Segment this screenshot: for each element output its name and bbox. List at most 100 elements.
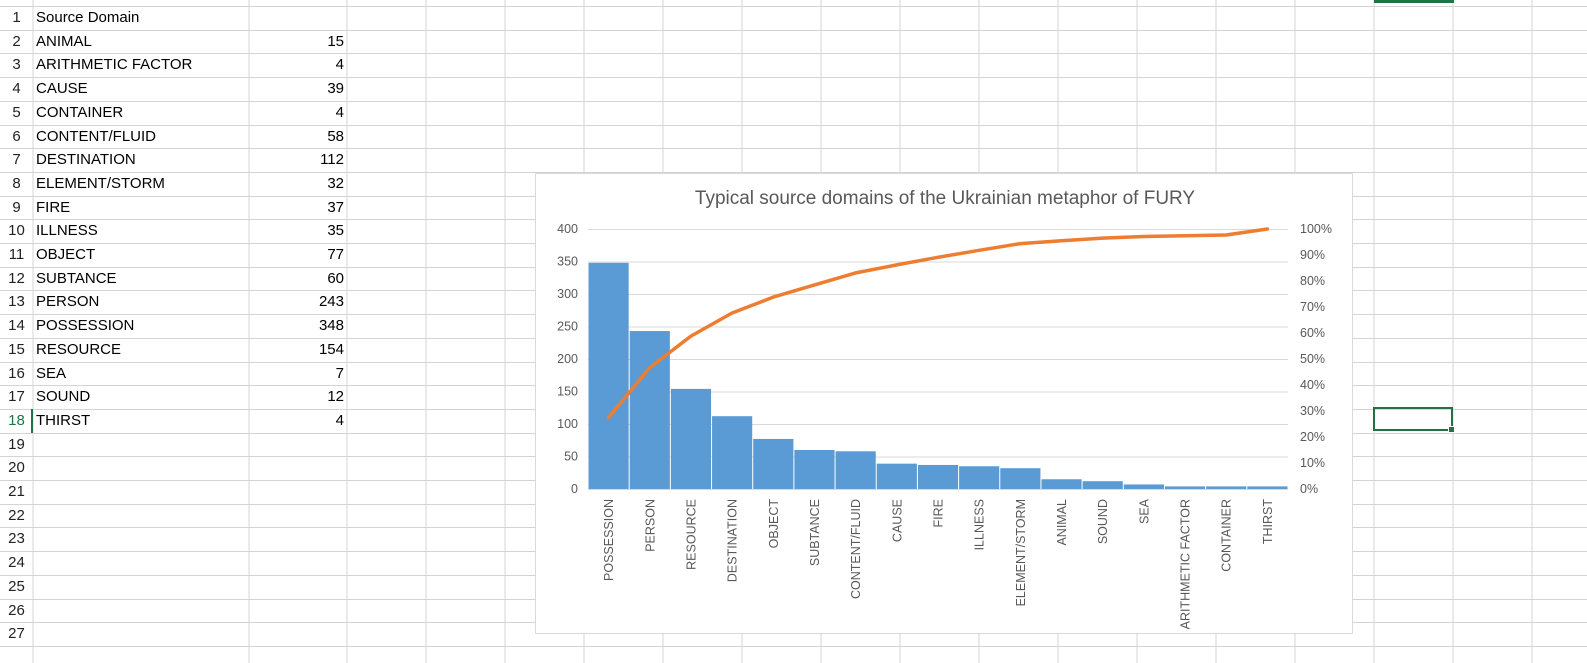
cell-count[interactable]: 154 [318,340,344,358]
cell-count[interactable]: 58 [327,127,344,145]
cell-source-domain[interactable]: SEA [36,364,67,382]
row-header-14[interactable]: 14 [8,317,25,335]
cell-count[interactable]: 348 [318,317,344,335]
row-header-26[interactable]: 26 [8,601,25,619]
row-header-25[interactable]: 25 [8,577,25,595]
cell-source-domain[interactable]: POSSESSION [36,317,135,335]
row-header-8[interactable]: 8 [12,174,21,192]
x-tick-label: RESOURCE [684,499,698,570]
cell-count[interactable]: 7 [335,364,344,382]
cell-a1-header[interactable]: Source Domain [36,9,140,26]
cell-source-domain[interactable]: ILLNESS [36,222,98,240]
cell-count[interactable]: 15 [327,32,344,50]
row-header-18[interactable]: 18 [8,411,25,429]
row-header-2[interactable]: 2 [12,32,21,50]
bar [1123,484,1164,489]
bar [1206,486,1247,489]
row-header-6[interactable]: 6 [12,127,21,145]
row-header-5[interactable]: 5 [12,103,21,121]
x-tick-label: ARITHMETIC FACTOR [1179,499,1193,629]
bar [1247,486,1288,489]
bar [917,464,959,489]
row-header-13[interactable]: 13 [8,293,25,311]
cell-source-domain[interactable]: ELEMENT/STORM [36,174,165,192]
cell-count[interactable]: 37 [327,198,344,216]
x-tick-label: CAUSE [890,499,904,542]
cell-source-domain[interactable]: ANIMAL [36,32,92,50]
row-header-9[interactable]: 9 [12,198,21,216]
y2-tick-label: 60% [1300,326,1325,340]
cell-source-domain[interactable]: CAUSE [36,80,88,98]
x-tick-label: POSSESSION [602,499,616,581]
cell-count[interactable]: 4 [335,411,344,429]
y2-tick-label: 90% [1300,248,1325,262]
cell-source-domain[interactable]: RESOURCE [36,340,122,358]
x-tick-label: SUBTANCE [808,499,822,566]
row-header-16[interactable]: 16 [8,364,25,382]
row-header-3[interactable]: 3 [12,56,21,74]
y2-tick-label: 10% [1300,456,1325,470]
row-header-19[interactable]: 19 [8,435,25,453]
cell-count[interactable]: 243 [318,293,344,311]
cumulative-line-series [606,227,1270,420]
row-header-24[interactable]: 24 [8,554,25,572]
x-tick-label: CONTENT/FLUID [849,499,863,599]
x-tick-label: CONTAINER [1220,499,1234,572]
bar [588,262,629,489]
cell-source-domain[interactable]: CONTENT/FLUID [36,127,156,145]
chart-canvas: Typical source domains of the Ukrainian … [557,188,1332,629]
y-tick-label: 150 [557,385,578,399]
cell-source-domain[interactable]: OBJECT [36,246,96,263]
y-tick-label: 200 [557,352,578,366]
cell-source-domain[interactable]: FIRE [36,198,71,216]
cell-count[interactable]: 77 [327,246,344,263]
cell-source-domain[interactable]: THIRST [36,411,91,429]
cell-count[interactable]: 4 [335,103,344,121]
x-tick-label: SOUND [1096,499,1110,544]
cell-count[interactable]: 39 [327,80,344,98]
y-tick-label: 0 [571,482,578,496]
row-header-1[interactable]: 1 [12,9,21,26]
cell-count[interactable]: 60 [327,269,344,287]
chart-title: Typical source domains of the Ukrainian … [695,188,1196,209]
cell-source-domain[interactable]: CONTAINER [36,103,124,121]
cell-count[interactable]: 4 [335,56,344,74]
cell-source-domain[interactable]: ARITHMETIC FACTOR [36,56,193,74]
fill-handle[interactable] [1448,426,1455,433]
row-header-22[interactable]: 22 [8,506,25,524]
y2-tick-label: 30% [1300,404,1325,418]
bar [1000,468,1041,489]
cell-source-domain[interactable]: DESTINATION [36,151,136,169]
row-header-4[interactable]: 4 [12,80,21,98]
cell-source-domain[interactable]: SOUND [36,388,91,406]
row-header-15[interactable]: 15 [8,340,25,358]
row-header-23[interactable]: 23 [8,530,25,548]
selected-cell[interactable] [1373,407,1455,433]
bar [835,451,876,489]
cell-count[interactable]: 12 [327,388,344,406]
cell-count[interactable]: 112 [320,151,344,169]
pareto-chart[interactable]: Typical source domains of the Ukrainian … [535,173,1353,634]
x-tick-label: DESTINATION [726,499,740,582]
row-header-27[interactable]: 27 [8,625,25,643]
cell-count[interactable]: 35 [327,222,344,240]
y-tick-label: 400 [557,222,578,236]
row-header-11[interactable]: 11 [8,246,25,263]
row-header-10[interactable]: 10 [8,222,25,240]
cumulative-line [606,227,1270,420]
x-tick-label: OBJECT [767,499,781,549]
row-header-17[interactable]: 17 [8,388,25,406]
row-header-20[interactable]: 20 [8,459,25,477]
row-header-7[interactable]: 7 [12,151,21,169]
row-header-21[interactable]: 21 [8,483,25,500]
cell-count[interactable]: 32 [327,174,344,192]
active-row-indicator [31,408,33,433]
row-header-12[interactable]: 12 [8,269,25,287]
cell-source-domain[interactable]: PERSON [36,293,100,311]
x-tick-label: ILLNESS [973,499,987,550]
y-tick-label: 250 [557,320,578,334]
bar [712,416,753,489]
x-tick-label: ANIMAL [1055,499,1069,546]
cell-source-domain[interactable]: SUBTANCE [36,269,117,287]
primary-y-axis: 0 50 100 150 200 250 300 350 400 [557,222,578,496]
